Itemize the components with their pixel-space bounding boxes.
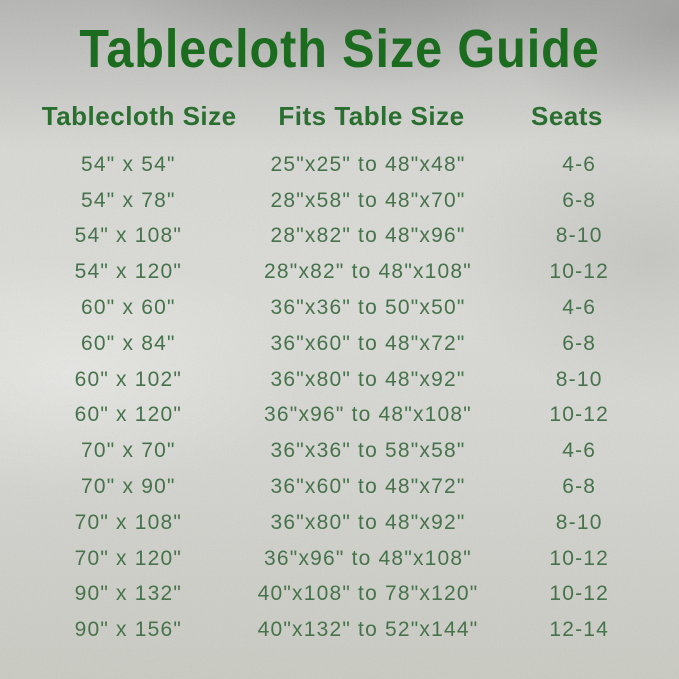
- table-row: 54" x 54" 25"x25" to 48"x48" 4-6: [0, 147, 679, 183]
- seats-cell: 10-12: [549, 582, 610, 606]
- tablecloth-size-cell: 90" x 132": [74, 582, 183, 606]
- column-header-seats: Seats: [530, 101, 603, 131]
- column-header-fits-table-size: Fits Table Size: [278, 101, 465, 131]
- fits-table-size-cell: 36"x80" to 48"x92": [270, 510, 466, 534]
- page-title: Tablecloth Size Guide: [79, 19, 600, 79]
- seats-cell: 12-14: [549, 618, 610, 642]
- seats-cell: 10-12: [549, 403, 610, 427]
- fits-table-size-cell: 40"x132" to 52"x144": [257, 618, 479, 642]
- tablecloth-size-cell: 60" x 84": [81, 331, 176, 355]
- table-row: 54" x 78" 28"x58" to 48"x70" 6-8: [0, 183, 679, 219]
- tablecloth-size-cell: 54" x 120": [74, 260, 183, 284]
- table-row: 90" x 132" 40"x108" to 78"x120" 10-12: [0, 577, 679, 613]
- table-row: 60" x 120" 36"x96" to 48"x108" 10-12: [0, 398, 679, 434]
- fits-table-size-cell: 36"x36" to 50"x50": [270, 296, 466, 320]
- tablecloth-size-cell: 54" x 54": [81, 152, 176, 176]
- seats-cell: 10-12: [549, 546, 610, 570]
- fits-table-size-cell: 36"x60" to 48"x72": [270, 331, 466, 355]
- fits-table-size-cell: 25"x25" to 48"x48": [270, 152, 466, 176]
- tablecloth-size-cell: 70" x 90": [81, 475, 176, 499]
- column-header-tablecloth-size: Tablecloth Size: [41, 101, 237, 131]
- seats-cell: 8-10: [555, 224, 603, 248]
- table-header-row: Tablecloth Size Fits Table Size Seats: [0, 101, 679, 132]
- tablecloth-size-cell: 70" x 108": [74, 510, 183, 534]
- fits-table-size-cell: 28"x82" to 48"x96": [270, 224, 466, 248]
- seats-cell: 8-10: [555, 510, 603, 534]
- fits-table-size-cell: 36"x36" to 58"x58": [270, 439, 466, 463]
- seats-cell: 6-8: [562, 475, 597, 499]
- seats-cell: 8-10: [555, 367, 603, 391]
- table-row: 70" x 70" 36"x36" to 58"x58" 4-6: [0, 433, 679, 469]
- fits-table-size-cell: 36"x96" to 48"x108": [264, 546, 472, 570]
- tablecloth-size-cell: 54" x 78": [81, 188, 176, 212]
- tablecloth-size-cell: 60" x 102": [74, 367, 183, 391]
- table-row: 60" x 102" 36"x80" to 48"x92" 8-10: [0, 362, 679, 398]
- table-row: 54" x 120" 28"x82" to 48"x108" 10-12: [0, 254, 679, 290]
- seats-cell: 6-8: [562, 188, 597, 212]
- size-table-body: 54" x 54" 25"x25" to 48"x48" 4-6 54" x 7…: [0, 147, 679, 648]
- tablecloth-size-cell: 70" x 70": [81, 439, 176, 463]
- table-row: 60" x 60" 36"x36" to 50"x50" 4-6: [0, 290, 679, 326]
- tablecloth-size-cell: 54" x 108": [74, 224, 183, 248]
- table-row: 70" x 120" 36"x96" to 48"x108" 10-12: [0, 541, 679, 577]
- table-row: 54" x 108" 28"x82" to 48"x96" 8-10: [0, 219, 679, 255]
- seats-cell: 6-8: [562, 331, 597, 355]
- fits-table-size-cell: 28"x58" to 48"x70": [270, 188, 466, 212]
- table-row: 70" x 108" 36"x80" to 48"x92" 8-10: [0, 505, 679, 541]
- table-row: 90" x 156" 40"x132" to 52"x144" 12-14: [0, 612, 679, 648]
- fits-table-size-cell: 36"x80" to 48"x92": [270, 367, 466, 391]
- seats-cell: 4-6: [562, 296, 597, 320]
- tablecloth-size-cell: 60" x 120": [74, 403, 183, 427]
- table-row: 70" x 90" 36"x60" to 48"x72" 6-8: [0, 469, 679, 505]
- tablecloth-size-cell: 70" x 120": [74, 546, 183, 570]
- fits-table-size-cell: 36"x96" to 48"x108": [264, 403, 472, 427]
- tablecloth-size-cell: 90" x 156": [74, 618, 183, 642]
- seats-cell: 4-6: [562, 439, 597, 463]
- seats-cell: 10-12: [549, 260, 610, 284]
- table-row: 60" x 84" 36"x60" to 48"x72" 6-8: [0, 326, 679, 362]
- fits-table-size-cell: 28"x82" to 48"x108": [264, 260, 472, 284]
- tablecloth-size-cell: 60" x 60": [81, 296, 176, 320]
- fits-table-size-cell: 40"x108" to 78"x120": [257, 582, 479, 606]
- seats-cell: 4-6: [562, 152, 597, 176]
- fits-table-size-cell: 36"x60" to 48"x72": [270, 475, 466, 499]
